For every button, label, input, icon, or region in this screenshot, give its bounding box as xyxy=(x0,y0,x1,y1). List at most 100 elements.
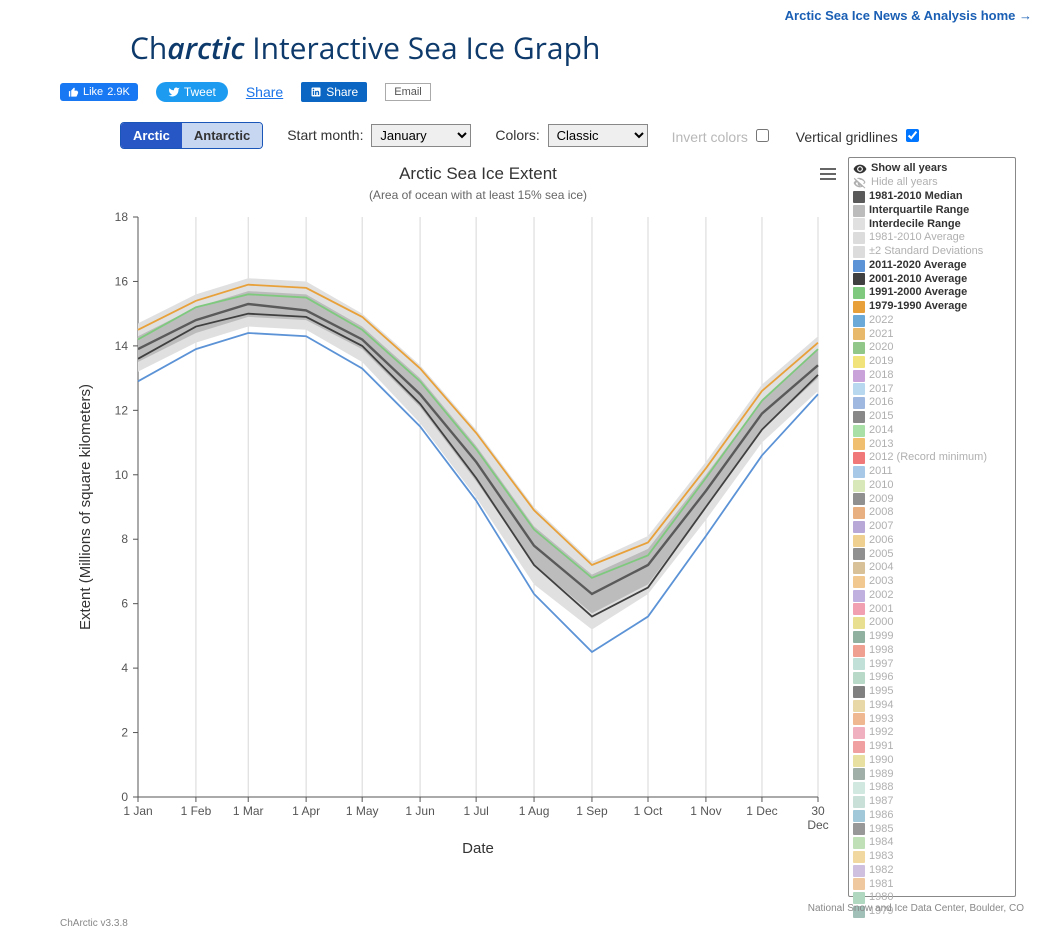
legend-year-2007[interactable]: 2007 xyxy=(853,520,1009,534)
legend-year-2004[interactable]: 2004 xyxy=(853,561,1009,575)
page-title: Charctic Interactive Sea Ice Graph xyxy=(130,27,1052,68)
svg-text:1 Feb: 1 Feb xyxy=(181,804,212,818)
legend-item-median[interactable]: 1981-2010 Median xyxy=(853,190,1009,204)
svg-text:4: 4 xyxy=(121,661,128,675)
legend-year-label: 2001 xyxy=(869,603,893,617)
svg-text:1 Oct: 1 Oct xyxy=(634,804,663,818)
vertical-gridlines-label: Vertical gridlines xyxy=(796,129,898,145)
legend-year-2005[interactable]: 2005 xyxy=(853,548,1009,562)
legend-year-2016[interactable]: 2016 xyxy=(853,396,1009,410)
svg-text:1 Jan: 1 Jan xyxy=(123,804,152,818)
legend-year-1997[interactable]: 1997 xyxy=(853,658,1009,672)
legend-panel: Show all yearsHide all years1981-2010 Me… xyxy=(848,157,1016,897)
legend-year-1998[interactable]: 1998 xyxy=(853,644,1009,658)
legend-label: Interdecile Range xyxy=(869,218,961,232)
legend-year-label: 2006 xyxy=(869,534,893,548)
legend-year-label: 2002 xyxy=(869,589,893,603)
legend-year-1984[interactable]: 1984 xyxy=(853,836,1009,850)
legend-item-idr[interactable]: Interdecile Range xyxy=(853,218,1009,232)
fb-like-label: Like xyxy=(83,86,103,98)
legend-item-avg-0110[interactable]: 2001-2010 Average xyxy=(853,273,1009,287)
legend-item-iqr[interactable]: Interquartile Range xyxy=(853,204,1009,218)
legend-year-2014[interactable]: 2014 xyxy=(853,424,1009,438)
legend-year-1987[interactable]: 1987 xyxy=(853,795,1009,809)
legend-item-avg-1120[interactable]: 2011-2020 Average xyxy=(853,259,1009,273)
legend-year-2006[interactable]: 2006 xyxy=(853,534,1009,548)
start-month-select[interactable]: January xyxy=(371,124,471,147)
legend-year-1996[interactable]: 1996 xyxy=(853,671,1009,685)
legend-item-sd2[interactable]: ±2 Standard Deviations xyxy=(853,245,1009,259)
legend-year-label: 1996 xyxy=(869,671,893,685)
email-button[interactable]: Email xyxy=(385,83,431,101)
twitter-icon xyxy=(168,86,180,98)
chart-menu-button[interactable] xyxy=(820,165,836,183)
legend-item-avg-9100[interactable]: 1991-2000 Average xyxy=(853,286,1009,300)
svg-text:Dec: Dec xyxy=(807,818,828,832)
legend-year-1989[interactable]: 1989 xyxy=(853,768,1009,782)
legend-item-avg-7990[interactable]: 1979-1990 Average xyxy=(853,300,1009,314)
legend-year-label: 2004 xyxy=(869,561,893,575)
legend-label: 1991-2000 Average xyxy=(869,286,967,300)
legend-year-1985[interactable]: 1985 xyxy=(853,823,1009,837)
twitter-tweet-button[interactable]: Tweet xyxy=(156,82,228,102)
legend-year-2015[interactable]: 2015 xyxy=(853,410,1009,424)
invert-colors-checkbox[interactable] xyxy=(756,129,769,142)
svg-text:1 Jul: 1 Jul xyxy=(463,804,488,818)
title-rest: Interactive Sea Ice Graph xyxy=(244,27,600,68)
legend-year-1991[interactable]: 1991 xyxy=(853,740,1009,754)
legend-item-show-all[interactable]: Show all years xyxy=(853,162,1009,176)
legend-year-1994[interactable]: 1994 xyxy=(853,699,1009,713)
legend-year-2008[interactable]: 2008 xyxy=(853,506,1009,520)
vertical-gridlines-checkbox[interactable] xyxy=(906,129,919,142)
svg-text:2: 2 xyxy=(121,726,128,740)
legend-item-avg-8110[interactable]: 1981-2010 Average xyxy=(853,231,1009,245)
legend-year-2021[interactable]: 2021 xyxy=(853,328,1009,342)
legend-year-1993[interactable]: 1993 xyxy=(853,713,1009,727)
legend-year-2003[interactable]: 2003 xyxy=(853,575,1009,589)
svg-text:6: 6 xyxy=(121,597,128,611)
facebook-like-button[interactable]: Like 2.9K xyxy=(60,83,138,101)
legend-year-2019[interactable]: 2019 xyxy=(853,355,1009,369)
legend-year-label: 2011 xyxy=(869,465,893,479)
share-link[interactable]: Share xyxy=(246,84,283,100)
svg-text:1 Aug: 1 Aug xyxy=(519,804,550,818)
svg-text:1 Nov: 1 Nov xyxy=(690,804,721,818)
legend-year-1990[interactable]: 1990 xyxy=(853,754,1009,768)
linkedin-share-button[interactable]: Share xyxy=(301,82,367,102)
legend-year-2011[interactable]: 2011 xyxy=(853,465,1009,479)
legend-year-2012[interactable]: 2012 (Record minimum) xyxy=(853,451,1009,465)
legend-year-1992[interactable]: 1992 xyxy=(853,726,1009,740)
legend-year-1982[interactable]: 1982 xyxy=(853,864,1009,878)
colors-select[interactable]: Classic xyxy=(548,124,648,147)
sea-ice-chart: Arctic Sea Ice Extent(Area of ocean with… xyxy=(60,157,840,877)
legend-year-2001[interactable]: 2001 xyxy=(853,603,1009,617)
home-link[interactable]: Arctic Sea Ice News & Analysis home → xyxy=(785,8,1032,23)
svg-text:Arctic Sea Ice Extent: Arctic Sea Ice Extent xyxy=(399,164,557,183)
legend-label: 1981-2010 Median xyxy=(869,190,963,204)
legend-year-2020[interactable]: 2020 xyxy=(853,341,1009,355)
legend-year-1983[interactable]: 1983 xyxy=(853,850,1009,864)
svg-text:16: 16 xyxy=(115,274,129,288)
legend-year-1981[interactable]: 1981 xyxy=(853,878,1009,892)
legend-year-2017[interactable]: 2017 xyxy=(853,383,1009,397)
legend-year-2009[interactable]: 2009 xyxy=(853,493,1009,507)
legend-year-1988[interactable]: 1988 xyxy=(853,781,1009,795)
legend-year-2013[interactable]: 2013 xyxy=(853,438,1009,452)
legend-item-hide-all[interactable]: Hide all years xyxy=(853,176,1009,190)
legend-year-2000[interactable]: 2000 xyxy=(853,616,1009,630)
legend-year-2022[interactable]: 2022 xyxy=(853,314,1009,328)
legend-year-1995[interactable]: 1995 xyxy=(853,685,1009,699)
svg-text:1 Dec: 1 Dec xyxy=(746,804,777,818)
legend-year-2018[interactable]: 2018 xyxy=(853,369,1009,383)
legend-year-1999[interactable]: 1999 xyxy=(853,630,1009,644)
tab-arctic[interactable]: Arctic xyxy=(121,123,182,148)
legend-year-2002[interactable]: 2002 xyxy=(853,589,1009,603)
legend-label: Hide all years xyxy=(871,176,938,190)
invert-colors-label: Invert colors xyxy=(672,129,748,145)
legend-year-label: 2000 xyxy=(869,616,893,630)
legend-year-1986[interactable]: 1986 xyxy=(853,809,1009,823)
svg-text:12: 12 xyxy=(115,403,129,417)
thumbs-up-icon xyxy=(68,87,79,98)
legend-year-2010[interactable]: 2010 xyxy=(853,479,1009,493)
tab-antarctic[interactable]: Antarctic xyxy=(182,123,262,148)
